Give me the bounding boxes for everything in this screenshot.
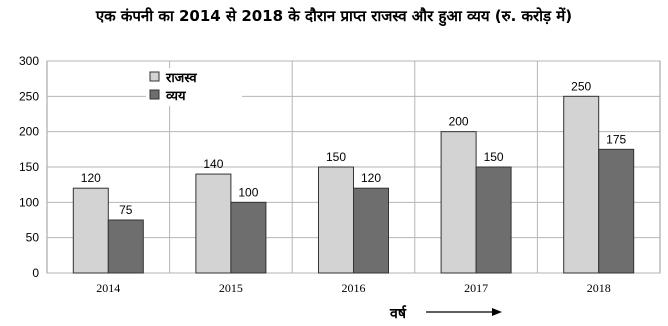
data-label-revenue-2018: 250: [571, 79, 591, 93]
bar-revenue-2017: [440, 131, 477, 274]
bar-revenue-2016: [318, 166, 354, 274]
bar-expense-2017: [475, 166, 512, 274]
data-label-expense-2014: 75: [119, 203, 133, 217]
bar-expense-2015: [230, 201, 267, 274]
y-tick-label-0: 0: [32, 266, 39, 280]
legend-swatch-expense: [149, 89, 160, 100]
bar-revenue-2015: [195, 173, 232, 274]
data-label-revenue-2016: 150: [326, 150, 346, 164]
x-axis-arrow-head: [492, 308, 502, 316]
legend-swatch-revenue: [149, 71, 160, 82]
y-tick-label-250: 250: [19, 89, 39, 103]
bar-expense-2016: [353, 187, 389, 274]
x-tick-label-2017: 2017: [464, 281, 488, 295]
data-label-expense-2018: 175: [606, 132, 626, 146]
bar-revenue-2018: [563, 95, 600, 274]
legend-box: [146, 68, 242, 106]
x-tick-label-2016: 2016: [342, 281, 366, 295]
data-label-expense-2016: 120: [361, 171, 381, 185]
data-label-expense-2015: 100: [238, 185, 258, 199]
legend: राजस्व व्यय: [146, 68, 242, 106]
y-tick-label-200: 200: [19, 125, 39, 139]
bar-revenue-2014: [72, 187, 109, 274]
x-axis-title: वर्ष: [389, 305, 407, 322]
bar-expense-2018: [598, 148, 635, 274]
bar-expense-2014: [107, 219, 144, 274]
chart-title: एक कंपनी का 2014 से 2018 के दौरान प्राप्…: [95, 7, 573, 25]
labels: 120 75 140 100 150 120 200 150 250 175: [81, 79, 627, 217]
x-tick-label-2018: 2018: [587, 281, 611, 295]
legend-label-revenue: राजस्व: [165, 71, 197, 86]
y-tick-label-50: 50: [26, 231, 40, 245]
axes: 0 50 100 150 200 250 300 2014 2015 2016 2017 2018 वर…: [19, 54, 611, 322]
y-tick-label-150: 150: [19, 160, 39, 174]
bars: [72, 95, 635, 274]
y-tick-label-300: 300: [19, 54, 39, 68]
x-tick-label-2014: 2014: [96, 281, 120, 295]
data-label-revenue-2017: 200: [449, 115, 469, 129]
legend-label-expense: व्यय: [165, 89, 186, 104]
x-tick-label-2015: 2015: [219, 281, 243, 295]
y-tick-label-100: 100: [19, 195, 39, 209]
data-label-revenue-2014: 120: [81, 171, 101, 185]
data-label-expense-2017: 150: [484, 150, 504, 164]
data-label-revenue-2015: 140: [203, 157, 223, 171]
